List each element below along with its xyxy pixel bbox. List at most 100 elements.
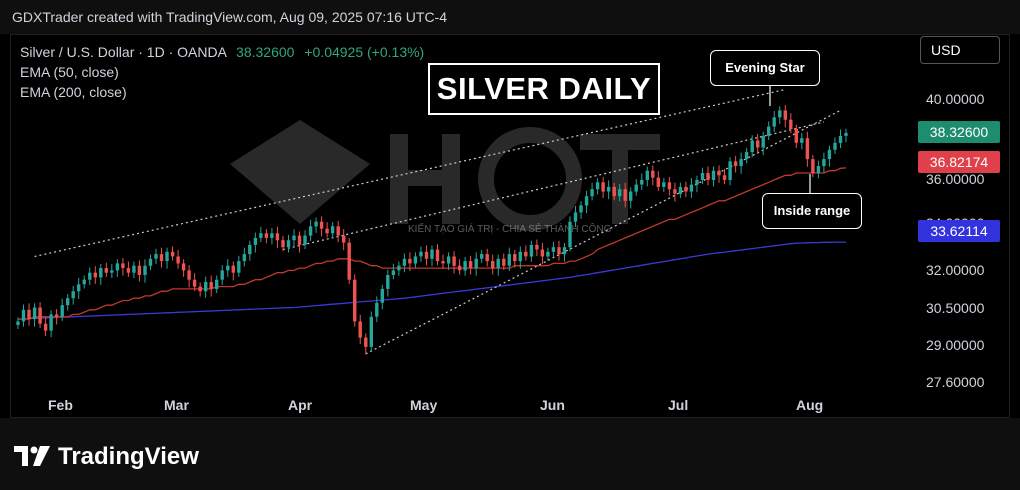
candle-body [397, 265, 401, 271]
candle-body [204, 282, 208, 292]
candle-body [618, 189, 622, 197]
candle-body [330, 226, 335, 234]
candle-body [292, 235, 296, 241]
candle-body [358, 321, 362, 338]
candle-body [491, 261, 495, 269]
candle-body [579, 205, 583, 213]
candle-body [342, 235, 346, 243]
candle-body [789, 119, 793, 129]
candle-body [844, 132, 848, 136]
candle-body [496, 258, 500, 269]
candle-body [684, 186, 688, 192]
candle-body [430, 249, 434, 259]
candle-body [237, 261, 241, 273]
footer-brand[interactable]: TradingView [58, 443, 199, 470]
candle-body [226, 265, 230, 271]
candle-body [364, 337, 368, 347]
ema200-value-badge: 33.62114 [918, 220, 1000, 242]
candle-body [419, 251, 423, 257]
candle-body [568, 221, 572, 248]
candle-body [16, 321, 20, 325]
legend-change: +0.04925 (+0.13%) [304, 44, 425, 60]
candle-body [601, 182, 605, 192]
candle-body [110, 270, 114, 273]
candle-body [137, 265, 142, 275]
hct-watermark-logo [230, 120, 660, 231]
candle-body [606, 186, 611, 192]
candle-body [336, 226, 340, 236]
candle-body [209, 282, 213, 289]
x-tick-label: May [410, 397, 438, 413]
y-tick-label: 27.60000 [926, 374, 985, 390]
candle-body [772, 117, 776, 127]
candle-body [805, 138, 810, 160]
candle-body [783, 110, 787, 120]
y-tick-label: 32.00000 [926, 262, 985, 278]
candle-body [314, 221, 318, 227]
candle-body [159, 254, 164, 262]
candle-body [231, 265, 235, 273]
candle-body [756, 140, 760, 148]
candle-body [468, 261, 473, 269]
legend-ema200[interactable]: EMA (200, close) [20, 84, 127, 100]
candle-body [82, 279, 86, 285]
candle-body [557, 247, 561, 255]
candle-body [800, 138, 804, 143]
candle-body [38, 307, 42, 324]
candle-body [176, 256, 180, 264]
hct-watermark-shape [478, 127, 582, 231]
ema200-line [17, 241, 846, 320]
candle-body [662, 182, 666, 187]
candle-body [32, 307, 37, 320]
candle-body [474, 258, 478, 269]
candle-body [457, 265, 462, 271]
candle-body [215, 279, 219, 289]
currency-selector[interactable]: USD [920, 36, 1000, 64]
candle-body [220, 270, 224, 280]
candle-body [507, 254, 511, 266]
candle-body [689, 184, 694, 192]
candle-body [673, 189, 677, 194]
candle-body [88, 272, 92, 280]
candle-body [380, 288, 384, 303]
chart-headline: SILVER DAILY [428, 63, 660, 115]
candle-body [121, 263, 125, 268]
candle-body [700, 173, 705, 180]
x-tick-label: Aug [796, 397, 824, 413]
candle-body [562, 247, 567, 255]
legend-ema50[interactable]: EMA (50, close) [20, 64, 119, 80]
hct-watermark-shape [580, 134, 660, 224]
candle-body [441, 261, 445, 264]
candle-body [253, 237, 258, 245]
candle-body [170, 251, 175, 257]
candle-body [706, 173, 710, 180]
candle-body [49, 314, 53, 331]
candle-body [413, 256, 418, 264]
y-tick-label: 40.00000 [926, 91, 985, 107]
x-tick-label: Jul [668, 397, 689, 413]
x-tick-label: Mar [164, 397, 189, 413]
x-tick-label: Apr [288, 397, 313, 413]
candle-body [540, 249, 545, 257]
candle-body [480, 254, 484, 259]
legend-price: 38.32600 [236, 44, 295, 60]
y-tick-label: 29.00000 [926, 337, 985, 353]
candle-body [297, 235, 302, 245]
candle-body [104, 268, 108, 273]
candle-body [502, 258, 506, 266]
candle-body [645, 170, 649, 180]
candle-body [573, 212, 578, 222]
candle-body [595, 182, 600, 190]
candle-body [651, 170, 655, 178]
inside-range-callout: Inside range [762, 193, 862, 229]
candle-body [452, 256, 456, 266]
candle-body [711, 170, 716, 180]
candle-body [353, 279, 357, 322]
candle-body [148, 258, 153, 266]
price-chart[interactable]: KIẾN TẠO GIÁ TRỊ - CHIA SẺ THÀNH CÔNG [10, 34, 915, 418]
upper-trendline [34, 88, 786, 258]
candle-body [408, 258, 412, 264]
candle-body [816, 166, 821, 173]
candle-body [739, 159, 743, 167]
candle-body [115, 263, 120, 271]
